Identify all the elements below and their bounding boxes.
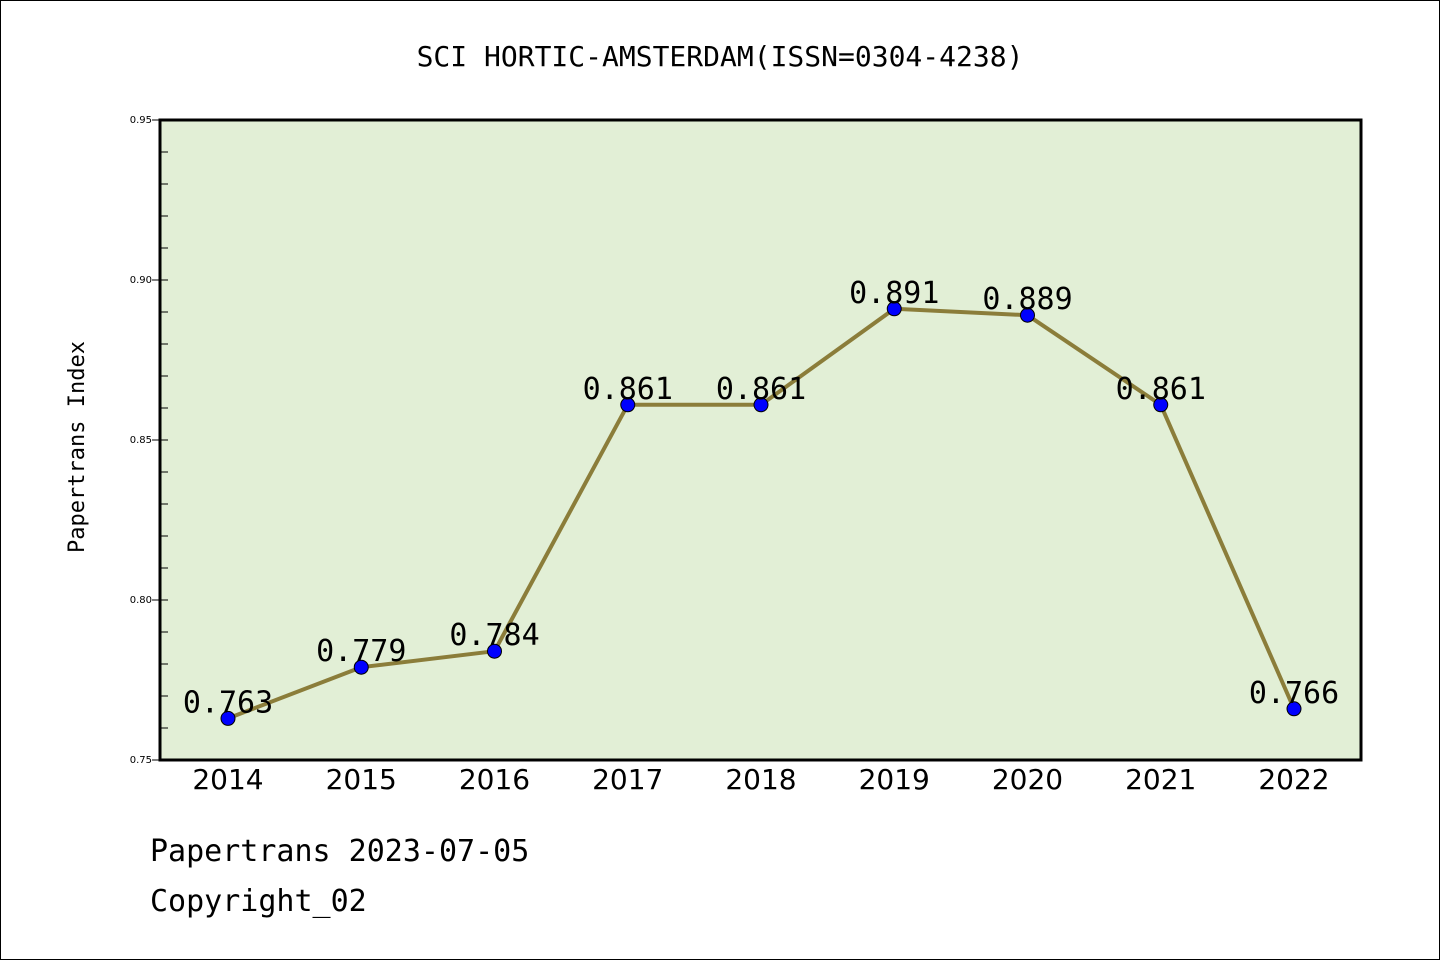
footer-date-line: Papertrans 2023-07-05 xyxy=(150,834,530,869)
series-layer: 0.763 0.779 0.784 0.861 0.861 0.891 0.889 0.861… xyxy=(183,276,1339,726)
x-tick-label: 2020 xyxy=(992,763,1063,796)
data-point xyxy=(1286,701,1302,717)
data-label: 0.763 xyxy=(183,685,273,720)
plot-area xyxy=(158,118,1363,762)
footer-copyright: Copyright_02 xyxy=(150,884,367,919)
x-tick-label: 2018 xyxy=(725,763,796,796)
x-tick-label: 2017 xyxy=(592,763,663,796)
data-point xyxy=(753,397,769,413)
y-tick-label: 0.80 xyxy=(130,595,152,606)
y-axis-label: Papertrans Index xyxy=(65,341,90,553)
data-label: 0.766 xyxy=(1249,676,1339,711)
x-tick-label: 2014 xyxy=(192,763,263,796)
y-tick-label: 0.95 xyxy=(130,115,152,126)
chart-title: SCI HORTIC-AMSTERDAM(ISSN=0304-4238) xyxy=(417,40,1024,73)
x-tick-label: 2021 xyxy=(1125,763,1196,796)
x-axis: 2014 2015 2016 2017 2018 2019 2020 2021 2022 xyxy=(192,763,1329,796)
x-tick-label: 2015 xyxy=(326,763,397,796)
data-label: 0.861 xyxy=(583,372,673,407)
x-tick-label: 2019 xyxy=(859,763,930,796)
data-point xyxy=(1020,307,1035,323)
data-point xyxy=(487,643,502,659)
data-label: 0.861 xyxy=(1116,372,1206,407)
data-label: 0.784 xyxy=(449,618,539,653)
y-axis: 0.75 0.80 0.85 0.90 0.95 xyxy=(130,115,168,766)
data-point xyxy=(353,659,369,675)
x-tick-label: 2016 xyxy=(459,763,530,796)
data-point xyxy=(620,397,636,413)
data-label: 0.889 xyxy=(982,282,1072,317)
data-point xyxy=(220,710,236,726)
data-label: 0.779 xyxy=(316,634,406,669)
data-point xyxy=(1153,397,1169,413)
y-tick-label: 0.85 xyxy=(130,435,152,446)
data-label: 0.861 xyxy=(716,372,806,407)
y-tick-label: 0.75 xyxy=(130,755,152,766)
y-tick-label: 0.90 xyxy=(130,275,152,286)
x-tick-label: 2022 xyxy=(1258,763,1329,796)
data-label: 0.891 xyxy=(849,276,939,311)
data-point xyxy=(886,301,902,317)
